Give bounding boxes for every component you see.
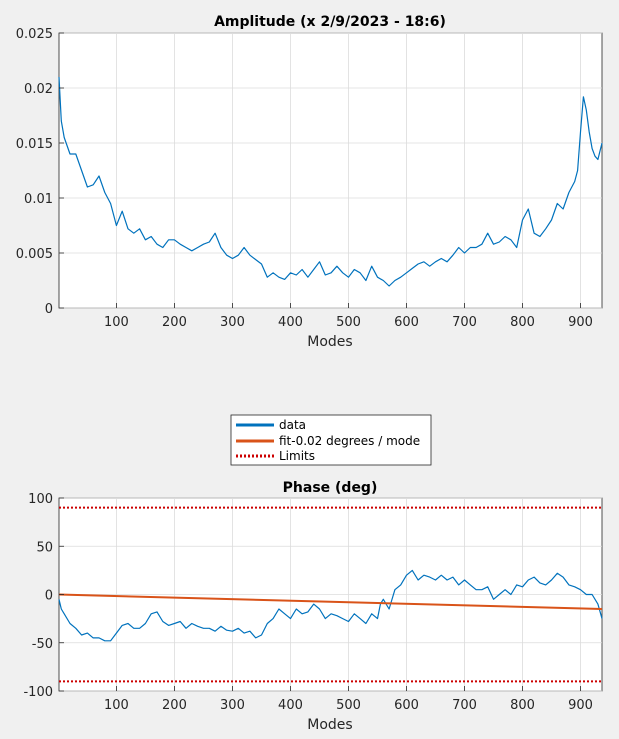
legend-label-limits: Limits <box>279 449 315 463</box>
phase-y-tick-label: 50 <box>36 540 53 555</box>
amplitude-y-tick-label: 0 <box>45 302 53 317</box>
phase-x-tick-label: 600 <box>394 698 419 713</box>
amplitude-x-label: Modes <box>307 334 352 350</box>
amplitude-x-tick-label: 900 <box>568 315 593 330</box>
amplitude-x-tick-label: 200 <box>162 315 187 330</box>
phase-legend: data fit-0.02 degrees / mode Limits <box>230 414 432 466</box>
amplitude-x-tick-label: 600 <box>394 315 419 330</box>
legend-label-fit: fit-0.02 degrees / mode <box>279 434 420 448</box>
amplitude-x-tick-label: 300 <box>220 315 245 330</box>
amplitude-y-ticks: 0 0.005 0.01 0.015 0.02 0.025 <box>16 27 64 317</box>
phase-x-tick-label: 300 <box>220 698 245 713</box>
phase-x-tick-label: 800 <box>510 698 535 713</box>
amplitude-x-tick-label: 100 <box>104 315 129 330</box>
phase-grid <box>59 497 602 692</box>
amplitude-x-ticks: 100 200 300 400 500 600 700 800 900 <box>104 303 593 330</box>
amplitude-series-line-0 <box>58 76 603 287</box>
phase-series-data-0 <box>58 569 603 642</box>
amplitude-x-tick-label: 400 <box>278 315 303 330</box>
phase-x-tick-label: 900 <box>568 698 593 713</box>
phase-series-fit-0-02-degrees-mode-1 <box>58 593 603 610</box>
amplitude-y-tick-label: 0.005 <box>16 247 53 262</box>
phase-series <box>58 506 603 683</box>
phase-y-tick-label: 100 <box>28 492 53 507</box>
phase-y-tick-label: -100 <box>23 685 53 700</box>
amplitude-title: Amplitude (x 2/9/2023 - 18:6) <box>214 14 446 30</box>
phase-chart: 100 200 300 400 500 600 700 800 900 -100 -50 0 50 10… <box>23 480 603 733</box>
amplitude-x-tick-label: 500 <box>336 315 361 330</box>
amplitude-plot-area <box>58 32 603 309</box>
amplitude-y-tick-label: 0.01 <box>24 192 53 207</box>
phase-x-tick-label: 500 <box>336 698 361 713</box>
amplitude-x-tick-label: 800 <box>510 315 535 330</box>
legend-label-data: data <box>279 418 306 432</box>
phase-y-tick-label: 0 <box>45 589 53 604</box>
amplitude-y-tick-label: 0.015 <box>16 137 53 152</box>
phase-x-ticks: 100 200 300 400 500 600 700 800 900 <box>104 686 593 713</box>
phase-y-ticks: -100 -50 0 50 100 <box>23 492 64 700</box>
amplitude-y-tick-label: 0.025 <box>16 27 53 42</box>
phase-x-tick-label: 100 <box>104 698 129 713</box>
amplitude-chart: 100 200 300 400 500 600 700 800 900 0 0.005 0.01 0.… <box>16 14 603 350</box>
phase-y-tick-label: -50 <box>32 637 53 652</box>
amplitude-series <box>58 76 603 287</box>
phase-x-tick-label: 400 <box>278 698 303 713</box>
phase-x-label: Modes <box>307 717 352 733</box>
phase-x-tick-label: 200 <box>162 698 187 713</box>
amplitude-grid <box>59 32 602 309</box>
amplitude-y-tick-label: 0.02 <box>24 82 53 97</box>
phase-title: Phase (deg) <box>283 480 378 496</box>
phase-x-tick-label: 700 <box>452 698 477 713</box>
amplitude-x-tick-label: 700 <box>452 315 477 330</box>
